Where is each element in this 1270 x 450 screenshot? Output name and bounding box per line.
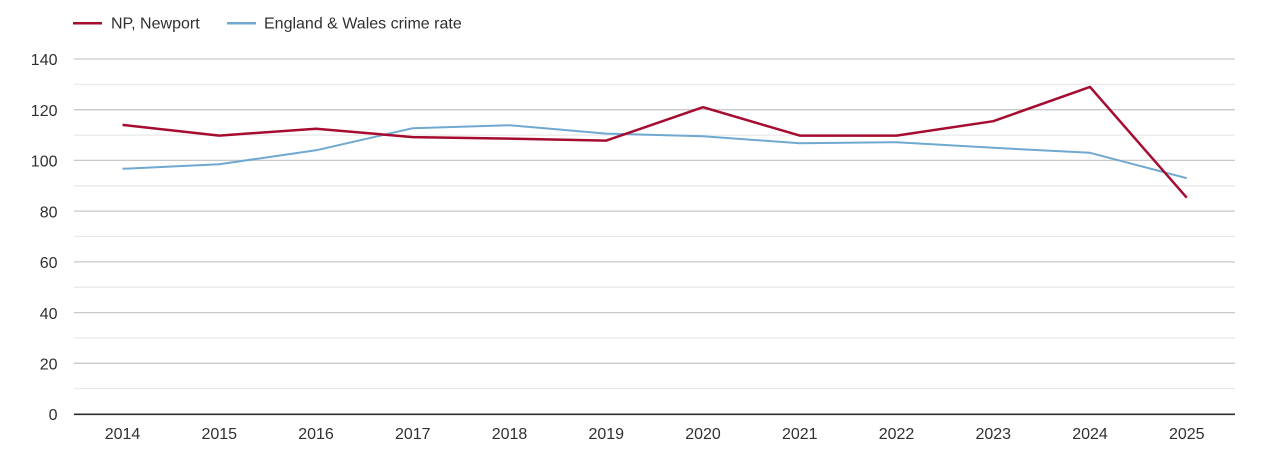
svg-text:2017: 2017 bbox=[395, 426, 431, 443]
svg-text:2020: 2020 bbox=[685, 426, 721, 443]
svg-text:2019: 2019 bbox=[588, 426, 624, 443]
svg-text:20: 20 bbox=[40, 357, 58, 374]
svg-text:England & Wales crime rate: England & Wales crime rate bbox=[264, 16, 462, 33]
svg-text:2015: 2015 bbox=[201, 426, 237, 443]
svg-text:NP, Newport: NP, Newport bbox=[111, 16, 200, 33]
svg-text:2024: 2024 bbox=[1072, 426, 1108, 443]
svg-text:2016: 2016 bbox=[298, 426, 334, 443]
svg-text:120: 120 bbox=[31, 103, 58, 120]
svg-text:2022: 2022 bbox=[879, 426, 915, 443]
svg-text:100: 100 bbox=[31, 154, 58, 171]
svg-text:0: 0 bbox=[49, 407, 58, 424]
svg-text:80: 80 bbox=[40, 204, 58, 221]
svg-text:60: 60 bbox=[40, 255, 58, 272]
svg-text:2014: 2014 bbox=[105, 426, 141, 443]
svg-text:2021: 2021 bbox=[782, 426, 818, 443]
svg-text:2023: 2023 bbox=[975, 426, 1011, 443]
svg-text:40: 40 bbox=[40, 306, 58, 323]
svg-text:2018: 2018 bbox=[492, 426, 528, 443]
svg-text:2025: 2025 bbox=[1169, 426, 1205, 443]
svg-text:140: 140 bbox=[31, 52, 58, 69]
